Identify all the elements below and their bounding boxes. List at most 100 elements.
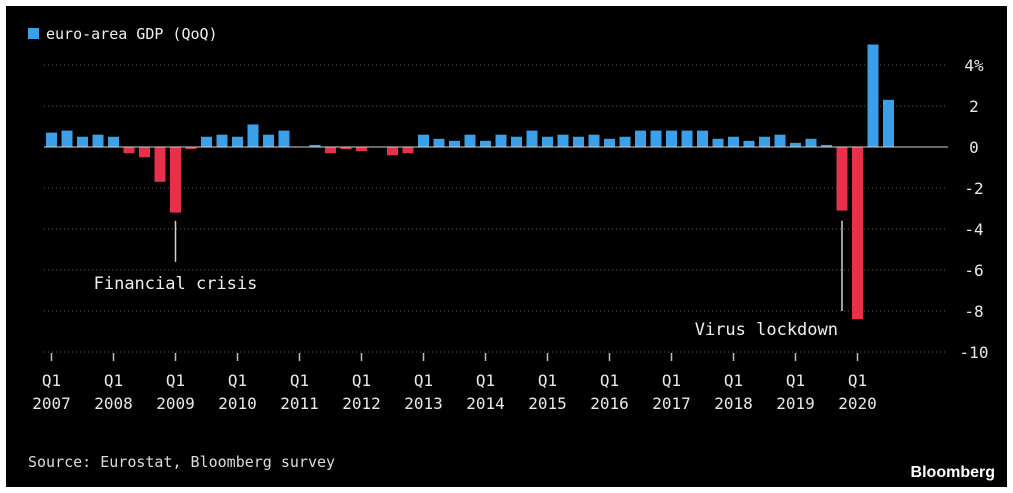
bar (743, 140, 755, 147)
bar (526, 130, 538, 147)
x-tick-quarter: Q1 (352, 371, 371, 390)
bar (340, 147, 352, 150)
annotation-label: Financial crisis (94, 274, 258, 294)
x-tick-year: 2014 (466, 394, 505, 413)
bars (46, 44, 894, 320)
x-axis-ticks: Q1 2007 Q1 2008 Q1 2009 Q1 2010 Q1 2011 Q1 2012 Q1 20… (32, 353, 877, 413)
x-tick-quarter: Q1 (42, 371, 61, 390)
x-tick-quarter: Q1 (414, 371, 433, 390)
bar (480, 140, 491, 147)
bar (542, 136, 553, 147)
bar (46, 132, 57, 147)
bar (464, 134, 476, 147)
bar (821, 144, 832, 147)
bar (185, 147, 197, 150)
x-tick-year: 2017 (652, 394, 691, 413)
x-tick-year: 2010 (218, 394, 257, 413)
bar (418, 134, 429, 147)
x-tick-quarter: Q1 (290, 371, 309, 390)
bar (774, 134, 786, 147)
x-tick-year: 2015 (528, 394, 567, 413)
y-axis-ticks: 4% 2 0 -2 -4 -6 -8 -10 (960, 56, 989, 362)
x-tick-year: 2012 (342, 394, 381, 413)
bar (836, 147, 848, 211)
x-tick-quarter: Q1 (600, 371, 619, 390)
y-tick-label: 2 (969, 97, 979, 116)
bar (557, 134, 569, 147)
bar (728, 136, 739, 147)
bar (278, 130, 290, 147)
legend-swatch (28, 28, 39, 39)
bar (170, 147, 181, 213)
source-note: Source: Eurostat, Bloomberg survey (28, 453, 335, 471)
x-tick-quarter: Q1 (538, 371, 557, 390)
bar (573, 136, 584, 147)
y-tick-label: -2 (964, 179, 983, 198)
bar (201, 136, 212, 147)
x-tick-quarter: Q1 (166, 371, 185, 390)
bar (511, 136, 522, 147)
x-tick-year: 2018 (714, 394, 753, 413)
x-tick-quarter: Q1 (104, 371, 123, 390)
x-tick-year: 2011 (280, 394, 319, 413)
bar (852, 147, 863, 320)
x-tick-quarter: Q1 (786, 371, 805, 390)
bar (495, 134, 507, 147)
bar (309, 144, 321, 147)
bar (666, 130, 677, 147)
x-tick-year: 2020 (838, 394, 877, 413)
bar (759, 136, 770, 147)
bar (604, 138, 615, 147)
bar (635, 130, 646, 147)
x-tick-quarter: Q1 (662, 371, 681, 390)
bar (433, 138, 445, 147)
x-tick-year: 2008 (94, 394, 133, 413)
bar (325, 147, 336, 154)
bar (650, 130, 662, 147)
bar (449, 140, 460, 147)
bar (588, 134, 600, 147)
y-tick-label: -4 (964, 220, 983, 239)
bar (790, 142, 801, 147)
gdp-bar-chart: 4% 2 0 -2 -4 -6 -8 -10 Q1 2007 Q1 2008 Q1 2009 Q1 2010… (28, 25, 995, 481)
y-tick-label: 0 (969, 138, 979, 157)
x-tick-quarter: Q1 (848, 371, 867, 390)
bar (387, 147, 398, 156)
x-tick-quarter: Q1 (724, 371, 743, 390)
bar (154, 147, 166, 182)
bar (681, 130, 693, 147)
x-tick-quarter: Q1 (228, 371, 247, 390)
bar (697, 130, 708, 147)
x-tick-year: 2009 (156, 394, 195, 413)
bar (139, 147, 150, 158)
x-tick-year: 2019 (776, 394, 815, 413)
y-tick-label: -6 (964, 261, 983, 280)
bar (123, 147, 135, 154)
bar (216, 134, 228, 147)
bar (805, 138, 817, 147)
y-tick-label: 4% (964, 56, 984, 75)
legend-label: euro-area GDP (QoQ) (46, 25, 218, 43)
annotations: Financial crisis Virus lockdown (94, 220, 843, 340)
bar (263, 134, 274, 147)
y-tick-label: -10 (960, 343, 989, 362)
y-tick-label: -8 (964, 302, 983, 321)
bar (77, 136, 88, 147)
x-tick-year: 2013 (404, 394, 443, 413)
gridlines (44, 64, 948, 353)
bar (108, 136, 119, 147)
bloomberg-logo: Bloomberg (911, 464, 995, 481)
bar (356, 147, 367, 152)
bar (619, 136, 631, 147)
bar (247, 124, 259, 147)
bar (61, 130, 73, 147)
bar (712, 138, 724, 147)
x-tick-quarter: Q1 (476, 371, 495, 390)
bar (232, 136, 243, 147)
x-tick-year: 2007 (32, 394, 71, 413)
annotation-label: Virus lockdown (695, 320, 838, 340)
chart-frame: 4% 2 0 -2 -4 -6 -8 -10 Q1 2007 Q1 2008 Q1 2009 Q1 2010… (6, 6, 1007, 487)
x-tick-year: 2016 (590, 394, 629, 413)
bar (867, 44, 879, 147)
bar (402, 147, 414, 154)
